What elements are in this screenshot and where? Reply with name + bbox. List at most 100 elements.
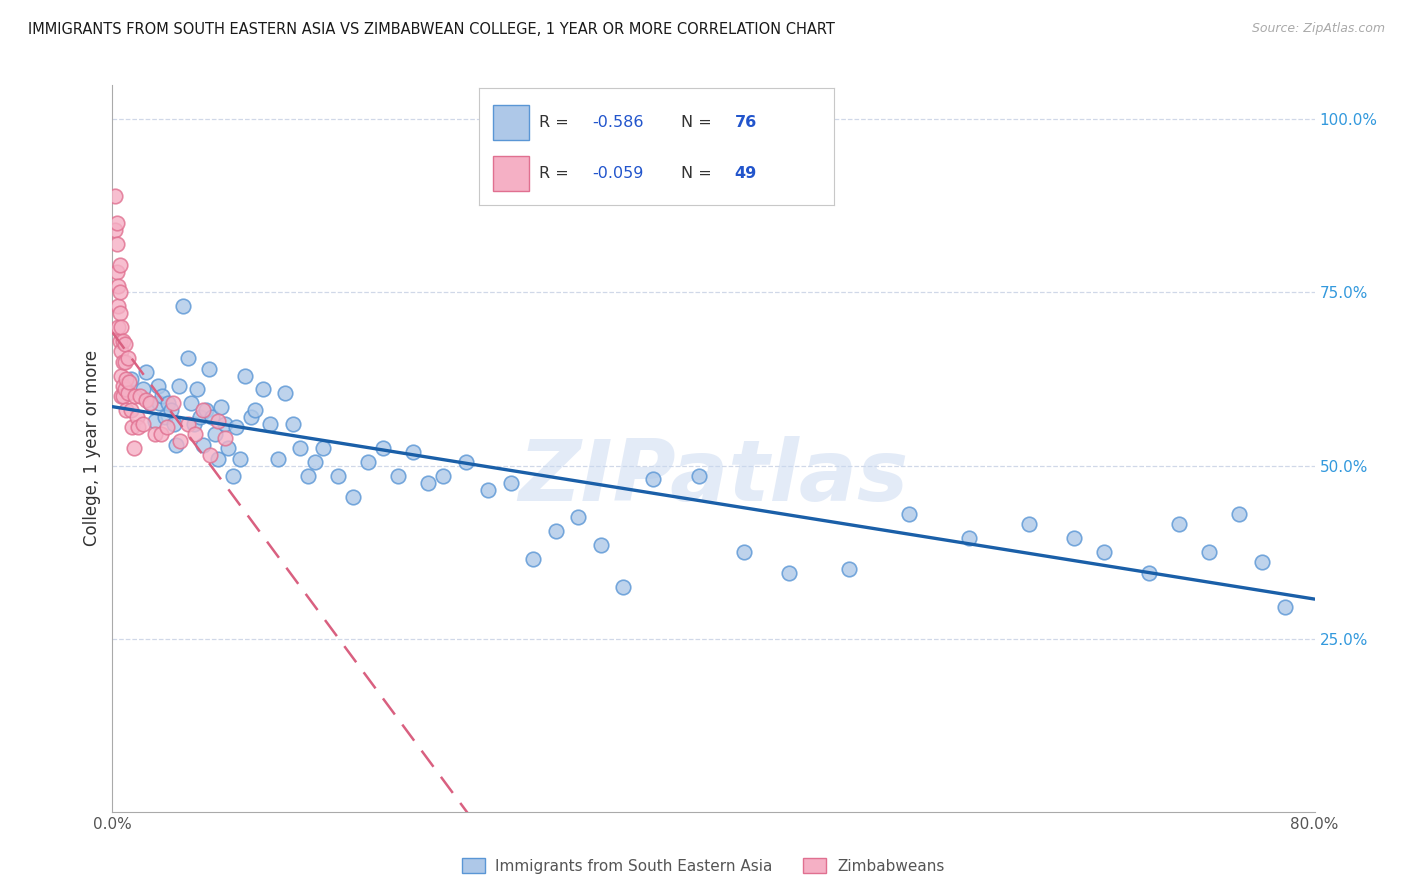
Point xyxy=(155,420,177,434)
Point xyxy=(207,413,229,427)
Point xyxy=(111,354,134,368)
Point xyxy=(111,334,134,348)
Point xyxy=(259,417,281,431)
Point xyxy=(118,376,141,390)
Point xyxy=(122,442,145,455)
Point xyxy=(110,344,132,359)
Point xyxy=(239,410,262,425)
Point xyxy=(416,475,439,490)
Point xyxy=(117,385,139,400)
Point xyxy=(281,417,304,431)
Point xyxy=(107,278,129,293)
Point xyxy=(233,368,256,383)
Point xyxy=(169,434,191,449)
Point xyxy=(139,396,162,410)
Point xyxy=(108,334,131,348)
Point xyxy=(172,299,194,313)
Text: IMMIGRANTS FROM SOUTH EASTERN ASIA VS ZIMBABWEAN COLLEGE, 1 YEAR OR MORE CORRELA: IMMIGRANTS FROM SOUTH EASTERN ASIA VS ZI… xyxy=(28,22,835,37)
Point xyxy=(1092,545,1115,559)
Point xyxy=(217,442,239,455)
Point xyxy=(1168,517,1191,532)
Point xyxy=(1137,566,1160,580)
Point xyxy=(267,451,290,466)
Point xyxy=(252,383,274,397)
Point xyxy=(163,417,186,431)
Point xyxy=(176,417,198,431)
Point xyxy=(1274,600,1296,615)
Point xyxy=(567,510,589,524)
Point xyxy=(197,361,219,376)
Point xyxy=(131,383,153,397)
Point xyxy=(897,507,920,521)
Point xyxy=(162,396,184,410)
Point xyxy=(128,389,150,403)
Point xyxy=(125,410,148,425)
Point xyxy=(371,442,394,455)
Point xyxy=(387,469,409,483)
Point xyxy=(432,469,454,483)
Point xyxy=(150,389,173,403)
Point xyxy=(124,389,146,403)
Point xyxy=(1229,507,1251,521)
Point xyxy=(135,392,157,407)
Point xyxy=(108,306,131,320)
Point xyxy=(146,379,169,393)
Point xyxy=(184,427,207,442)
Point xyxy=(304,455,326,469)
Point xyxy=(157,396,180,410)
Point xyxy=(297,469,319,483)
Point xyxy=(778,566,800,580)
Point xyxy=(139,396,162,410)
Point xyxy=(107,320,129,334)
Point xyxy=(111,389,134,403)
Point xyxy=(643,472,665,486)
Point xyxy=(612,580,634,594)
Point xyxy=(148,396,170,410)
Point xyxy=(838,562,860,576)
Point xyxy=(188,410,211,425)
Point xyxy=(326,469,349,483)
Point xyxy=(688,469,710,483)
Point xyxy=(105,237,128,252)
Point xyxy=(274,385,297,400)
Point xyxy=(402,444,425,458)
Point xyxy=(209,400,232,414)
Point xyxy=(733,545,755,559)
Point xyxy=(176,351,198,366)
Point xyxy=(104,188,127,202)
Point xyxy=(312,442,335,455)
Point xyxy=(110,320,132,334)
Point xyxy=(214,417,236,431)
Point xyxy=(201,410,224,425)
Point xyxy=(120,403,142,417)
Point xyxy=(105,265,128,279)
Point xyxy=(194,403,217,417)
Point xyxy=(108,258,131,272)
Point xyxy=(589,538,612,552)
Point xyxy=(111,379,134,393)
Point xyxy=(105,216,128,230)
Point xyxy=(357,455,380,469)
Point xyxy=(114,337,136,351)
Point xyxy=(214,431,236,445)
Point xyxy=(198,448,221,462)
Point xyxy=(115,372,138,386)
Point xyxy=(110,368,132,383)
Point xyxy=(499,475,522,490)
Point xyxy=(104,223,127,237)
Point xyxy=(290,442,312,455)
Point xyxy=(191,438,214,452)
Point xyxy=(1251,556,1274,570)
Point xyxy=(165,438,187,452)
Point xyxy=(143,427,166,442)
Point xyxy=(1063,531,1085,545)
Point xyxy=(153,410,176,425)
Point xyxy=(114,354,136,368)
Point xyxy=(107,299,129,313)
Point xyxy=(544,524,567,539)
Legend: Immigrants from South Eastern Asia, Zimbabweans: Immigrants from South Eastern Asia, Zimb… xyxy=(456,852,950,880)
Point xyxy=(477,483,499,497)
Point xyxy=(117,351,139,366)
Point xyxy=(149,427,172,442)
Point xyxy=(160,403,183,417)
